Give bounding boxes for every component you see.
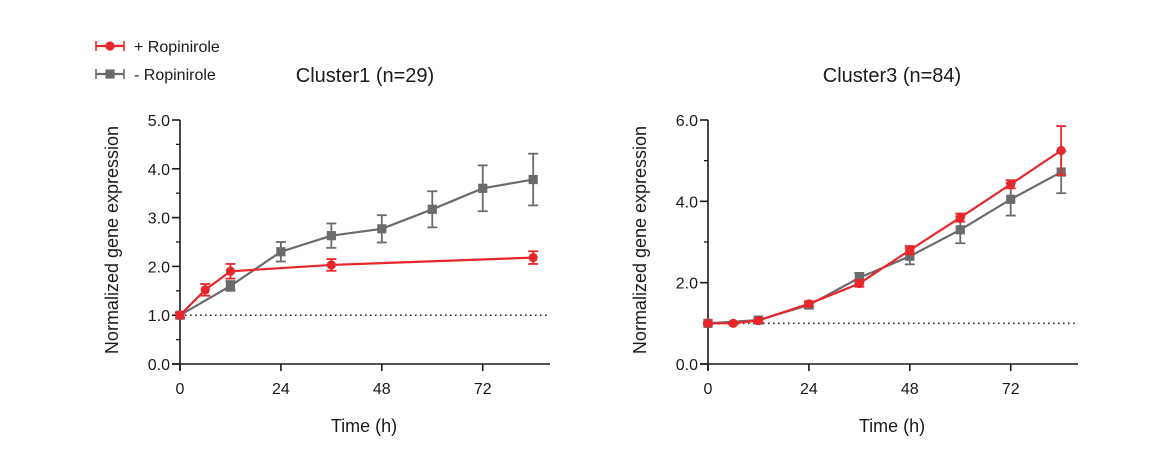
- legend-item-gray: - Ropinirole: [95, 67, 216, 84]
- legend: + Ropinirole - Ropinirole: [95, 39, 220, 84]
- data-point: [200, 285, 210, 295]
- series-gray: [703, 150, 1067, 328]
- y-tick-label: 2.0: [148, 259, 170, 276]
- data-point: [427, 204, 437, 214]
- data-point: [1006, 179, 1016, 189]
- y-axis-label: Normalized gene expression: [102, 126, 122, 354]
- legend-marker: [105, 41, 115, 51]
- data-point: [276, 247, 286, 257]
- chart-panel-1: Cluster1 (n=29) Time (h) Normalized gene e…: [102, 65, 550, 436]
- y-tick-label: 0.0: [676, 357, 698, 374]
- series-red: [703, 125, 1067, 328]
- data-point: [905, 245, 915, 255]
- legend-label: - Ropinirole: [134, 67, 216, 84]
- series-line: [708, 149, 1062, 325]
- y-tick-label: 6.0: [676, 113, 698, 130]
- data-point: [225, 266, 236, 276]
- x-tick-label: 0: [176, 381, 185, 398]
- y-tick-label: 4.0: [676, 194, 698, 211]
- x-axis-label: Time (h): [859, 416, 925, 436]
- data-point: [703, 318, 713, 328]
- series-red: [175, 250, 539, 320]
- y-tick-label: 4.0: [148, 162, 170, 179]
- y-tick-label: 5.0: [148, 113, 170, 130]
- data-point: [528, 253, 538, 263]
- y-tick-label: 3.0: [148, 211, 170, 228]
- y-tick-label: 2.0: [676, 276, 698, 293]
- chart-panel-2: Cluster3 (n=84) Time (h) Normalized gene e…: [630, 65, 1078, 436]
- x-tick-label: 0: [704, 381, 713, 398]
- series-gray: [175, 152, 539, 320]
- x-tick-label: 72: [474, 381, 492, 398]
- data-point: [905, 251, 915, 261]
- data-point: [955, 213, 965, 223]
- data-point: [528, 174, 538, 185]
- x-axis-label: Time (h): [331, 416, 397, 436]
- data-point: [728, 318, 738, 328]
- legend-item-red: + Ropinirole: [95, 39, 220, 56]
- chart-title: Cluster3 (n=84): [823, 65, 961, 87]
- data-point: [1056, 145, 1066, 156]
- data-point: [854, 278, 864, 289]
- x-tick-label: 72: [1002, 381, 1020, 398]
- data-point: [225, 281, 236, 291]
- chart-title: Cluster1 (n=29): [296, 65, 434, 87]
- data-point: [377, 224, 387, 234]
- data-point: [955, 225, 965, 235]
- x-tick-label: 24: [800, 381, 818, 398]
- data-point: [753, 315, 764, 326]
- x-tick-label: 48: [901, 381, 919, 398]
- x-tick-label: 48: [373, 381, 391, 398]
- y-axis-label: Normalized gene expression: [630, 126, 650, 354]
- data-point: [175, 310, 185, 320]
- y-tick-label: 0.0: [148, 357, 170, 374]
- data-point: [326, 231, 336, 241]
- legend-label: + Ropinirole: [134, 39, 220, 56]
- data-point: [854, 273, 864, 283]
- data-point: [478, 183, 488, 193]
- data-point: [326, 260, 336, 270]
- series-line: [179, 178, 534, 317]
- data-point: [804, 299, 814, 309]
- data-point: [1006, 194, 1016, 204]
- x-tick-label: 24: [272, 381, 290, 398]
- y-tick-label: 1.0: [148, 308, 170, 325]
- legend-marker: [105, 69, 115, 79]
